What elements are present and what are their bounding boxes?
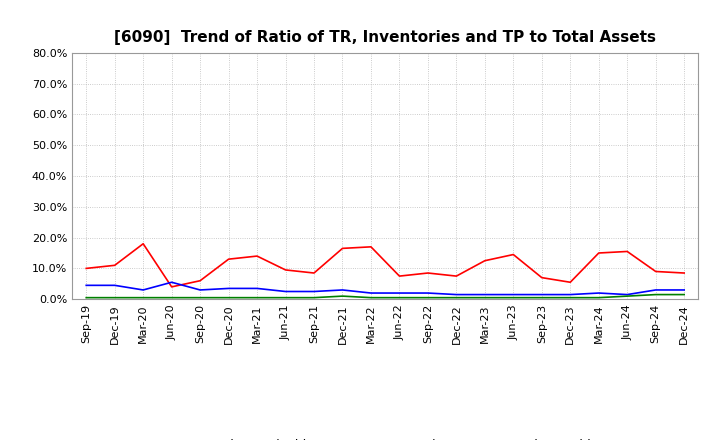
- Trade Receivables: [366, 244, 375, 249]
- Trade Payables: [110, 295, 119, 301]
- Trade Receivables: [338, 246, 347, 251]
- Line: Inventories: Inventories: [86, 282, 684, 295]
- Inventories: [253, 286, 261, 291]
- Trade Receivables: [509, 252, 518, 257]
- Inventories: [452, 292, 461, 297]
- Trade Receivables: [310, 270, 318, 275]
- Trade Receivables: [452, 274, 461, 279]
- Trade Receivables: [566, 280, 575, 285]
- Trade Receivables: [139, 241, 148, 246]
- Trade Payables: [395, 295, 404, 301]
- Trade Payables: [423, 295, 432, 301]
- Inventories: [196, 287, 204, 293]
- Trade Receivables: [82, 266, 91, 271]
- Inventories: [652, 287, 660, 293]
- Trade Payables: [310, 295, 318, 301]
- Trade Payables: [282, 295, 290, 301]
- Trade Receivables: [225, 257, 233, 262]
- Inventories: [310, 289, 318, 294]
- Trade Receivables: [680, 270, 688, 275]
- Trade Receivables: [423, 270, 432, 275]
- Inventories: [82, 283, 91, 288]
- Inventories: [566, 292, 575, 297]
- Trade Receivables: [595, 250, 603, 256]
- Title: [6090]  Trend of Ratio of TR, Inventories and TP to Total Assets: [6090] Trend of Ratio of TR, Inventories…: [114, 29, 656, 45]
- Trade Receivables: [480, 258, 489, 263]
- Trade Receivables: [167, 284, 176, 290]
- Line: Trade Payables: Trade Payables: [86, 295, 684, 298]
- Trade Payables: [82, 295, 91, 301]
- Trade Receivables: [282, 267, 290, 272]
- Trade Receivables: [623, 249, 631, 254]
- Trade Payables: [366, 295, 375, 301]
- Trade Payables: [537, 295, 546, 301]
- Inventories: [225, 286, 233, 291]
- Inventories: [110, 283, 119, 288]
- Trade Receivables: [395, 274, 404, 279]
- Inventories: [139, 287, 148, 293]
- Trade Payables: [167, 295, 176, 301]
- Inventories: [366, 290, 375, 296]
- Inventories: [480, 292, 489, 297]
- Inventories: [167, 280, 176, 285]
- Trade Payables: [253, 295, 261, 301]
- Trade Payables: [595, 295, 603, 301]
- Trade Payables: [509, 295, 518, 301]
- Trade Payables: [139, 295, 148, 301]
- Inventories: [680, 287, 688, 293]
- Inventories: [537, 292, 546, 297]
- Inventories: [338, 287, 347, 293]
- Inventories: [595, 290, 603, 296]
- Trade Receivables: [110, 263, 119, 268]
- Inventories: [623, 292, 631, 297]
- Trade Payables: [338, 293, 347, 299]
- Trade Payables: [680, 292, 688, 297]
- Inventories: [423, 290, 432, 296]
- Trade Payables: [623, 293, 631, 299]
- Inventories: [509, 292, 518, 297]
- Trade Payables: [652, 292, 660, 297]
- Inventories: [282, 289, 290, 294]
- Trade Payables: [452, 295, 461, 301]
- Legend: Trade Receivables, Inventories, Trade Payables: Trade Receivables, Inventories, Trade Pa…: [161, 433, 610, 440]
- Trade Receivables: [196, 278, 204, 283]
- Trade Payables: [480, 295, 489, 301]
- Trade Payables: [225, 295, 233, 301]
- Trade Payables: [196, 295, 204, 301]
- Trade Receivables: [253, 253, 261, 259]
- Inventories: [395, 290, 404, 296]
- Trade Receivables: [652, 269, 660, 274]
- Line: Trade Receivables: Trade Receivables: [86, 244, 684, 287]
- Trade Receivables: [537, 275, 546, 280]
- Trade Payables: [566, 295, 575, 301]
